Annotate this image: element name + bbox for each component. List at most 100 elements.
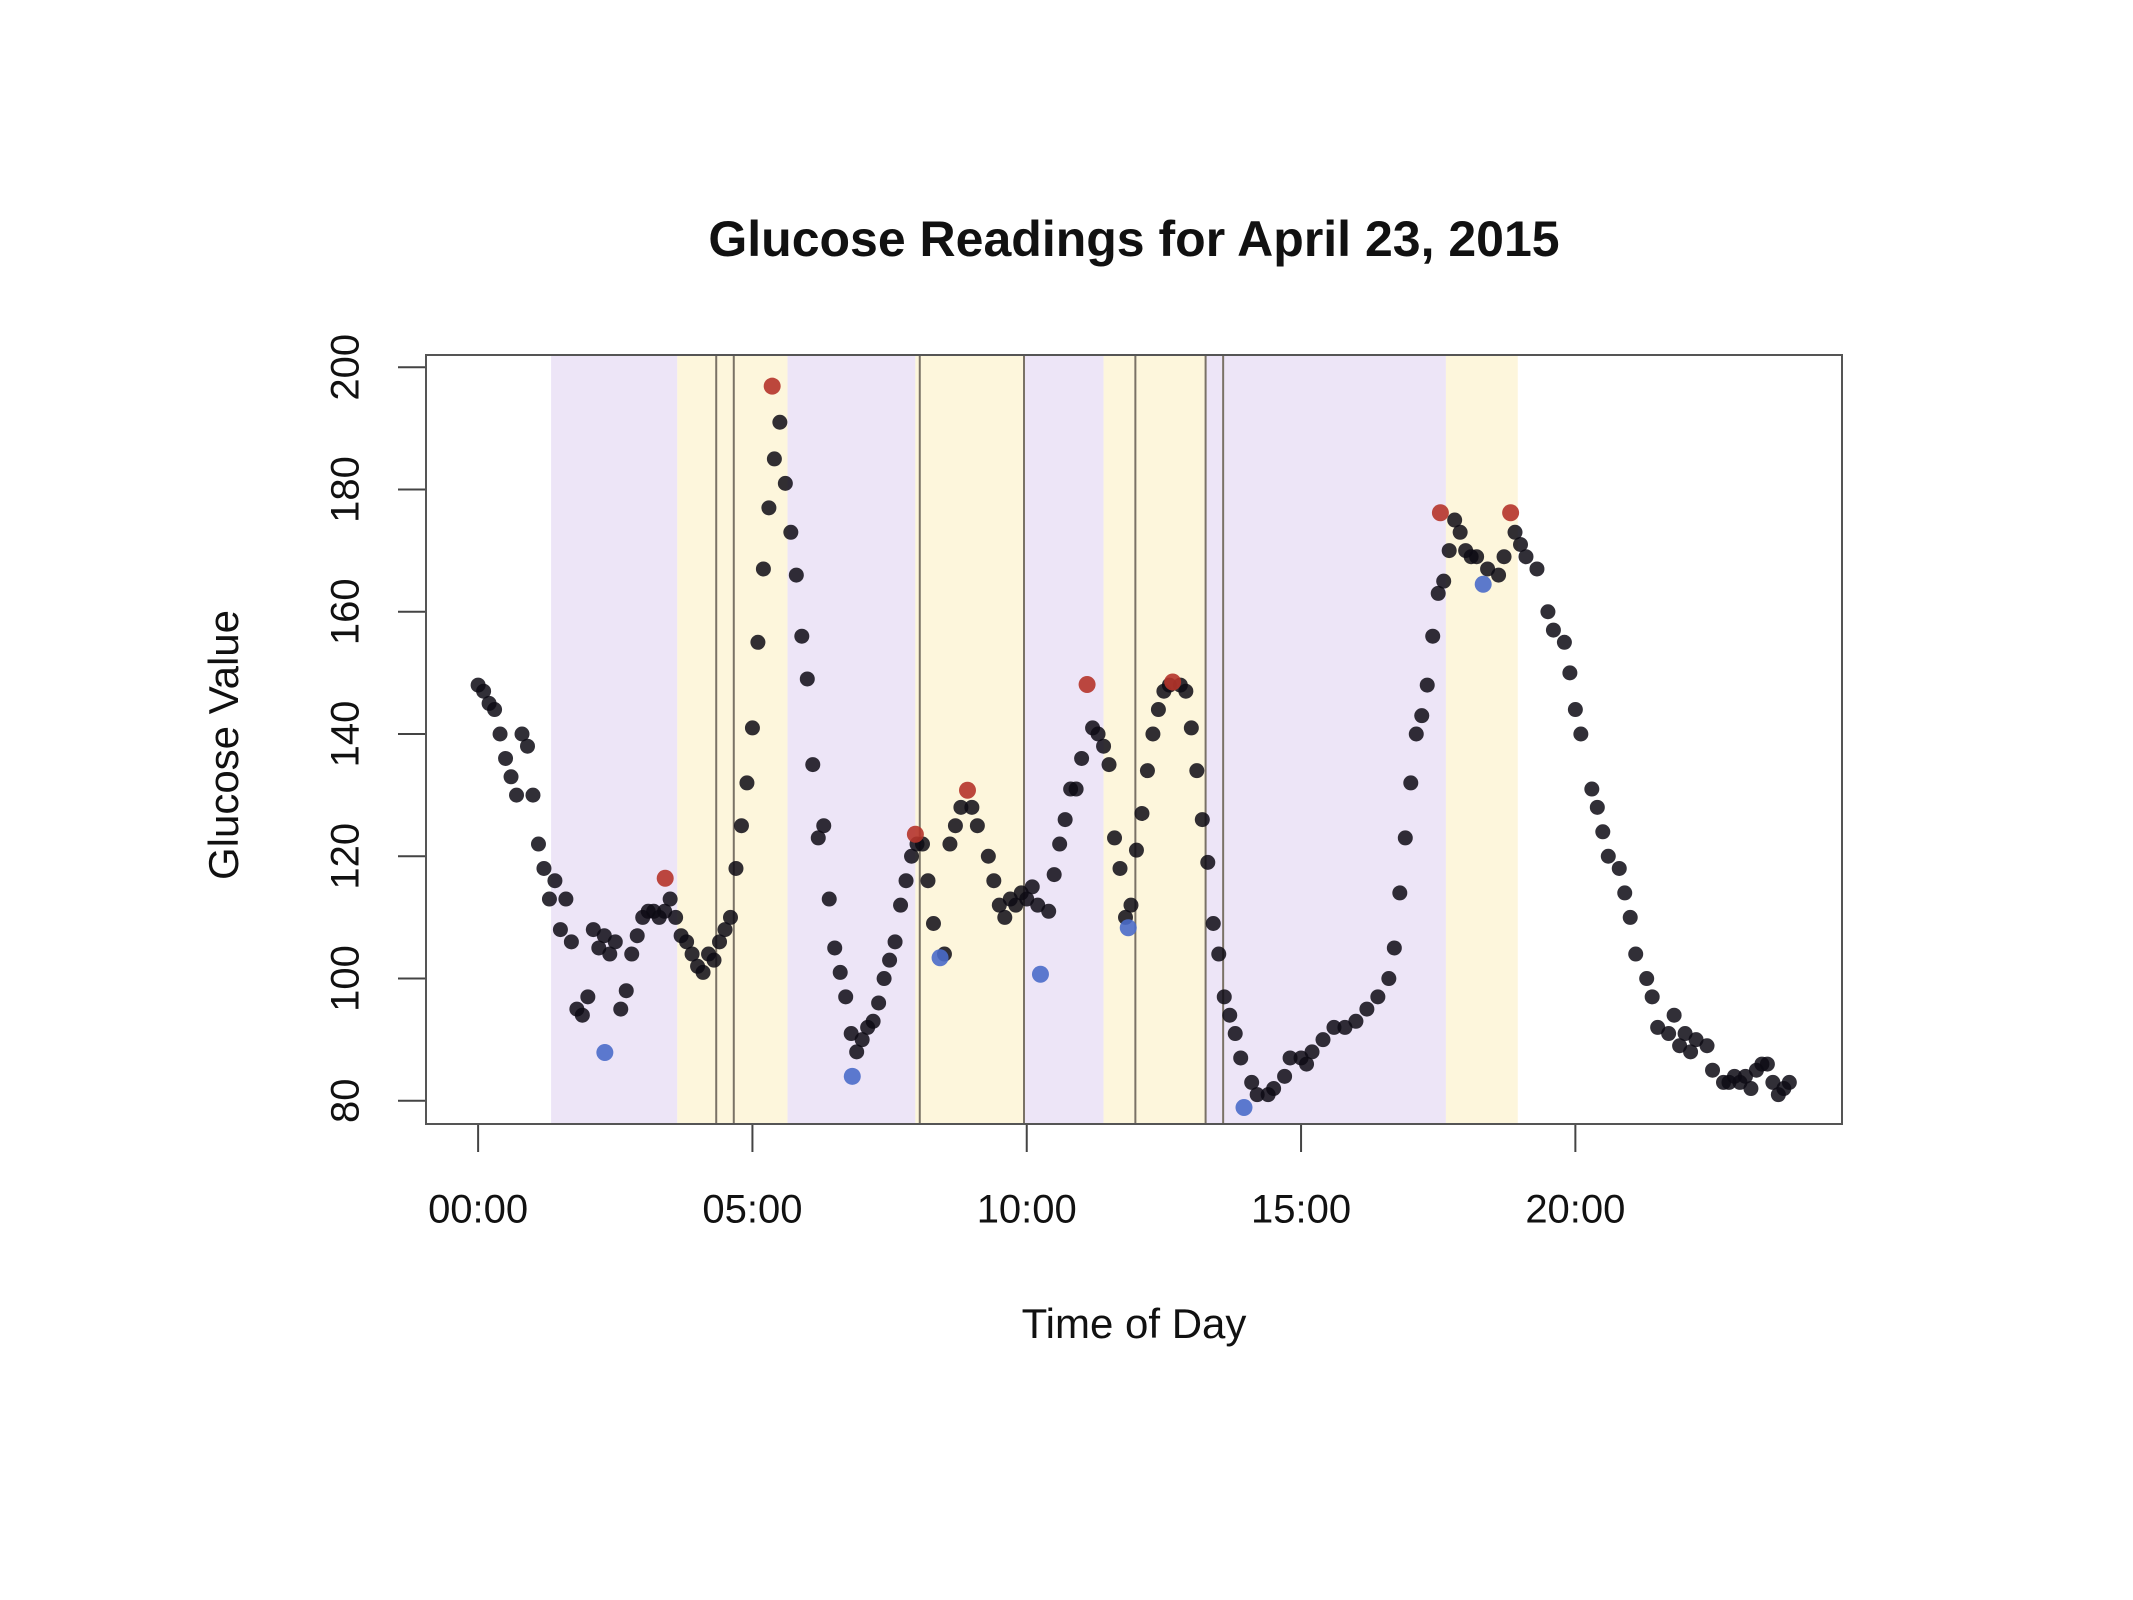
reading-point [509,787,525,803]
reading-point [728,860,744,876]
reading-point [920,873,936,889]
reading-point [942,836,958,852]
reading-point [476,683,492,699]
highlight-point [1474,575,1492,593]
reading-point [618,983,634,999]
reading-point [1249,1087,1265,1103]
reading-point [1705,1062,1721,1078]
reading-point [1672,1038,1688,1054]
reading-point [1683,1044,1699,1060]
reading-point [1600,848,1616,864]
highlight-point [1431,504,1449,522]
reading-point [596,928,612,944]
highlight-point [1031,965,1049,983]
y-tick-label: 120 [324,823,368,890]
reading-point [1189,763,1205,779]
shaded-band [551,355,678,1124]
reading-point [712,934,728,950]
reading-point [1644,989,1660,1005]
reading-point [530,836,546,852]
reading-point [1595,824,1611,840]
reading-point [1650,1019,1666,1035]
reading-point [1529,561,1545,577]
highlight-point [596,1043,614,1061]
reading-point [1496,549,1512,565]
reading-point [585,922,601,938]
reading-point [1178,683,1194,699]
shaded-band [915,355,1025,1124]
reading-point [1315,1032,1331,1048]
reading-point [1447,512,1463,528]
x-tick-label: 15:00 [1251,1188,1351,1232]
reading-point [1139,763,1155,779]
reading-point [1765,1074,1781,1090]
reading-point [904,848,920,864]
reading-point [552,922,568,938]
reading-point [1611,860,1627,876]
reading-point [1112,860,1128,876]
reading-point [536,860,552,876]
reading-point [1183,720,1199,736]
reading-point [1030,897,1046,913]
reading-point [1403,775,1419,791]
reading-point [810,830,826,846]
reading-point [969,818,985,834]
reading-point [1205,915,1221,931]
reading-point [1370,989,1386,1005]
reading-point [947,818,963,834]
reading-point [1200,854,1216,870]
reading-point [1622,909,1638,925]
y-tick-label: 80 [324,1079,368,1124]
reading-point [657,903,673,919]
reading-point [805,757,821,773]
reading-point [1068,781,1084,797]
reading-point [1090,726,1106,742]
reading-point [1008,897,1024,913]
reading-point [662,891,678,907]
reading-point [1469,549,1485,565]
reading-point [1019,891,1035,907]
y-axis-label: Glucose Value [200,610,247,880]
reading-point [761,500,777,516]
reading-point [871,995,887,1011]
reading-point [558,891,574,907]
reading-point [794,628,810,644]
reading-point [1024,879,1040,895]
reading-point [1562,665,1578,681]
highlight-point [763,377,781,395]
reading-point [1304,1044,1320,1060]
highlight-point [906,825,924,843]
reading-point [1222,1007,1238,1023]
reading-point [487,702,503,718]
reading-point [1123,897,1139,913]
reading-point [1194,812,1210,828]
reading-point [1699,1038,1715,1054]
reading-point [1233,1050,1249,1066]
reading-point [849,1044,865,1060]
reading-point [629,928,645,944]
shaded-band [1445,355,1518,1124]
reading-point [1545,622,1561,638]
reading-point [1677,1026,1693,1042]
reading-point [1386,940,1402,956]
reading-point [1507,524,1523,540]
reading-point [953,799,969,815]
reading-point [1661,1026,1677,1042]
reading-point [1688,1032,1704,1048]
reading-point [1101,757,1117,773]
reading-point [1573,726,1589,742]
highlight-point [656,869,674,887]
reading-point [788,567,804,583]
reading-point [1359,1001,1375,1017]
reading-point [783,524,799,540]
highlight-point [931,949,949,967]
reading-point [1759,1056,1775,1072]
reading-point [733,818,749,834]
reading-point [1227,1026,1243,1042]
reading-point [997,909,1013,925]
reading-point [1628,946,1644,962]
y-tick-label: 180 [324,456,368,523]
reading-point [1145,726,1161,742]
reading-point [624,946,640,962]
reading-point [1244,1074,1260,1090]
